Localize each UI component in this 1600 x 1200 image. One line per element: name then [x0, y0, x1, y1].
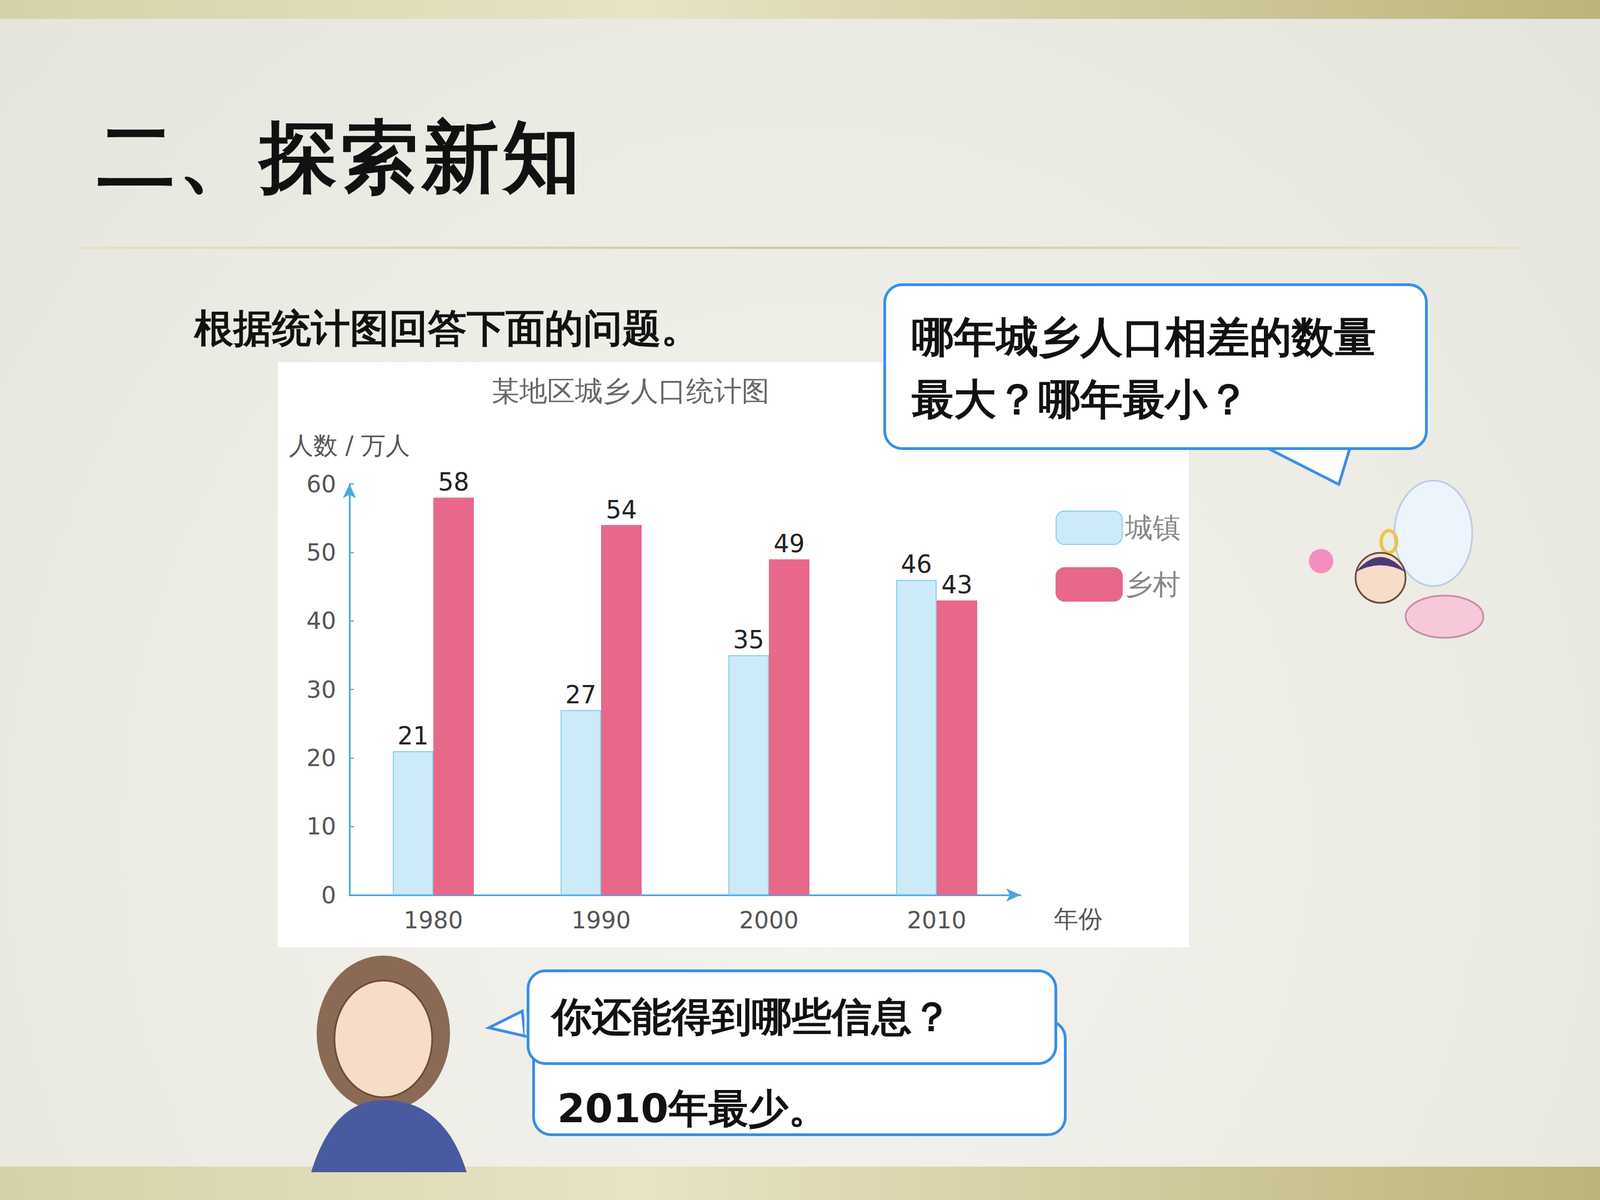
html-text:根据统计图回答下面的问题。: 根据统计图回答下面的问题。	[194, 305, 700, 352]
svg-text:50: 50	[306, 538, 337, 567]
svg-text:46: 46	[901, 550, 933, 579]
html-text:你还能得到哪些信息？: 你还能得到哪些信息？	[551, 992, 952, 1040]
html-text:二、探索新知: 二、探索新知	[97, 111, 584, 203]
html-text:哪年城乡人口相差的数量最大？哪年最小？: 哪年城乡人口相差的数量最大？哪年最小？	[911, 312, 1377, 424]
svg-text:1990: 1990	[571, 906, 632, 934]
svg-text:乡村: 乡村	[1125, 568, 1181, 601]
svg-text:20: 20	[306, 744, 337, 772]
svg-text:49: 49	[773, 529, 805, 558]
svg-text:2000: 2000	[739, 906, 799, 934]
html-text:2010年最少。: 2010年最少。	[557, 1085, 829, 1132]
svg-text:1980: 1980	[403, 906, 464, 934]
svg-text:40: 40	[306, 607, 337, 635]
svg-text:58: 58	[438, 467, 470, 497]
svg-text:10: 10	[306, 812, 337, 840]
svg-text:21: 21	[397, 721, 429, 750]
svg-text:城镇: 城镇	[1124, 511, 1181, 544]
svg-text:43: 43	[941, 570, 973, 599]
svg-text:0: 0	[321, 881, 337, 909]
svg-text:54: 54	[606, 495, 638, 524]
svg-text:年份: 年份	[1053, 904, 1103, 933]
svg-text:30: 30	[306, 676, 337, 704]
svg-text:人数 / 万人: 人数 / 万人	[288, 431, 411, 460]
svg-text:35: 35	[733, 625, 765, 654]
svg-text:2010: 2010	[907, 906, 967, 934]
svg-text:27: 27	[565, 680, 597, 709]
svg-text:60: 60	[306, 470, 337, 498]
svg-text:某地区城乡人口统计图: 某地区城乡人口统计图	[491, 375, 770, 408]
